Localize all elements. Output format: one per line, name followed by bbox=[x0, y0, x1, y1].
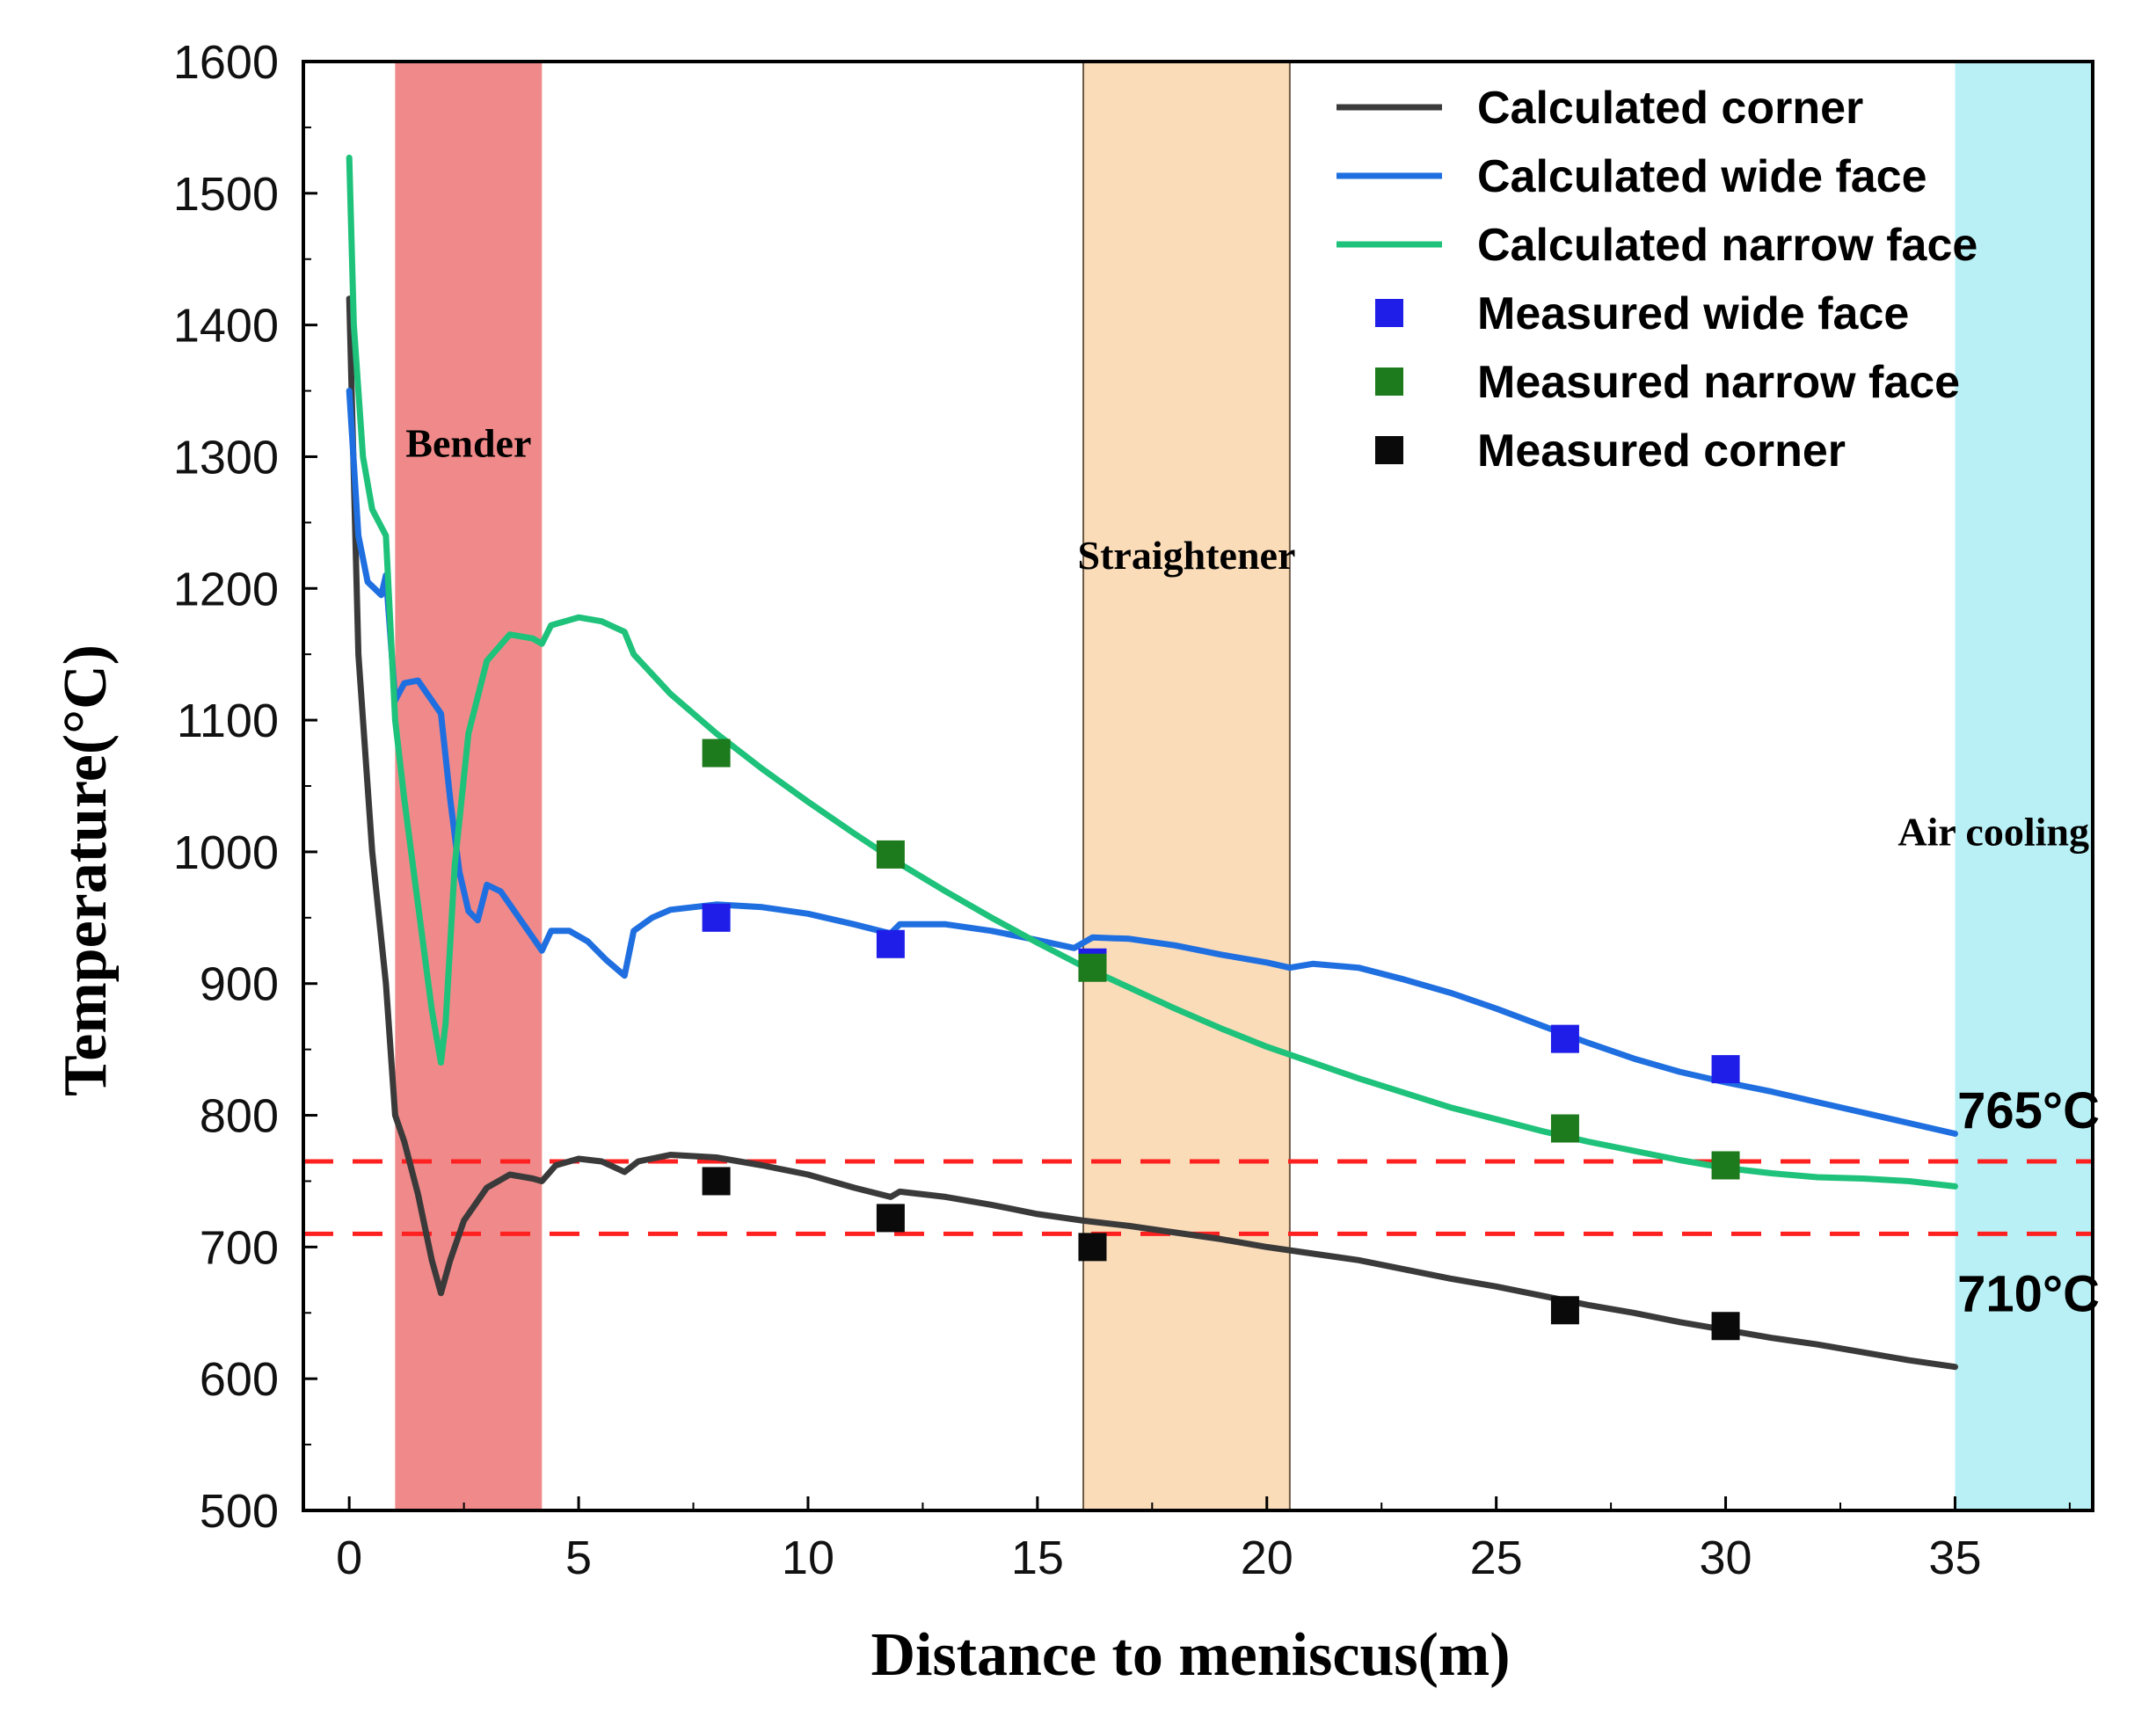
air-cooling-region bbox=[1955, 62, 2093, 1510]
calculated-wide-face-line bbox=[346, 388, 1958, 1137]
measured-corner-point-1 bbox=[702, 1167, 731, 1196]
x-tick-label-20: 20 bbox=[1241, 1532, 1293, 1584]
bender-region bbox=[395, 62, 543, 1510]
legend-measured-wide-face-swatch bbox=[1375, 299, 1403, 327]
x-tick-label-25: 25 bbox=[1470, 1532, 1523, 1584]
legend: Calculated corner Calculated wide face Cal… bbox=[1337, 83, 1978, 477]
measured-corner-point-3 bbox=[1078, 1233, 1107, 1262]
measured-narrow-face-point-1 bbox=[702, 739, 731, 768]
ref-line-765-label: 765°C bbox=[1957, 1082, 2100, 1139]
legend-measured-corner-label: Measured corner bbox=[1477, 426, 1846, 477]
y-tick-label-1300: 1300 bbox=[173, 431, 279, 484]
measured-narrow-face-point-5 bbox=[1711, 1151, 1740, 1180]
x-tick-label-5: 5 bbox=[565, 1532, 592, 1584]
process-regions: Bender Straightener Air cooling bbox=[395, 62, 2093, 1510]
x-axis-title: Distance to meniscus(m) bbox=[870, 1621, 1510, 1689]
measured-narrow-face-point-2 bbox=[876, 840, 905, 869]
measured-wide-face-point-4 bbox=[1550, 1024, 1579, 1053]
air-cooling-label: Air cooling bbox=[1897, 809, 2089, 854]
legend-calculated-narrow-face-label: Calculated narrow face bbox=[1477, 220, 1978, 271]
measured-corner-point-5 bbox=[1711, 1312, 1740, 1341]
ref-line-710-label: 710°C bbox=[1957, 1265, 2100, 1322]
measured-corner-point-2 bbox=[876, 1204, 905, 1233]
y-tick-label-1400: 1400 bbox=[173, 300, 279, 353]
x-tick-label-15: 15 bbox=[1011, 1532, 1064, 1584]
y-axis-title: Temperature(°C) bbox=[52, 644, 120, 1096]
measured-wide-face-point-1 bbox=[702, 903, 731, 932]
calculated-corner-line bbox=[346, 295, 1958, 1371]
x-tick-label-10: 10 bbox=[782, 1532, 834, 1584]
measured-narrow-face-point-4 bbox=[1550, 1114, 1579, 1143]
legend-measured-corner-swatch bbox=[1375, 436, 1403, 464]
x-tick-label-0: 0 bbox=[336, 1532, 362, 1584]
measured-wide-face-point-2 bbox=[876, 929, 905, 958]
straightener-region bbox=[1083, 62, 1290, 1510]
y-tick-label-800: 800 bbox=[200, 1090, 279, 1143]
y-tick-label-600: 600 bbox=[200, 1353, 279, 1406]
y-tick-label-1600: 1600 bbox=[173, 36, 279, 89]
x-tick-label-30: 30 bbox=[1700, 1532, 1752, 1584]
measured-corner-point-4 bbox=[1550, 1296, 1579, 1325]
bender-label: Bender bbox=[405, 420, 531, 465]
straightener-label: Straightener bbox=[1078, 533, 1296, 578]
y-tick-label-1100: 1100 bbox=[177, 695, 279, 747]
axes: 0 5 10 15 20 25 30 35 500 600 700 800 900 1000 1100 120… bbox=[173, 36, 2094, 1584]
measured-wide-face-point-5 bbox=[1711, 1055, 1740, 1084]
y-tick-label-700: 700 bbox=[200, 1221, 279, 1274]
y-tick-label-1000: 1000 bbox=[173, 826, 279, 879]
legend-calculated-corner-label: Calculated corner bbox=[1477, 83, 1863, 134]
legend-measured-wide-face-label: Measured wide face bbox=[1477, 288, 1909, 339]
x-tick-label-35: 35 bbox=[1928, 1532, 1981, 1584]
y-tick-label-1500: 1500 bbox=[173, 168, 279, 221]
y-tick-label-500: 500 bbox=[200, 1485, 279, 1538]
legend-measured-narrow-face-swatch bbox=[1375, 368, 1403, 396]
y-tick-label-1200: 1200 bbox=[173, 563, 279, 615]
measured-narrow-face-point-3 bbox=[1078, 953, 1107, 982]
legend-measured-narrow-face-label: Measured narrow face bbox=[1477, 357, 1960, 408]
data-series bbox=[346, 154, 1958, 1371]
legend-calculated-wide-face-label: Calculated wide face bbox=[1477, 151, 1927, 202]
y-tick-label-900: 900 bbox=[200, 958, 279, 1011]
